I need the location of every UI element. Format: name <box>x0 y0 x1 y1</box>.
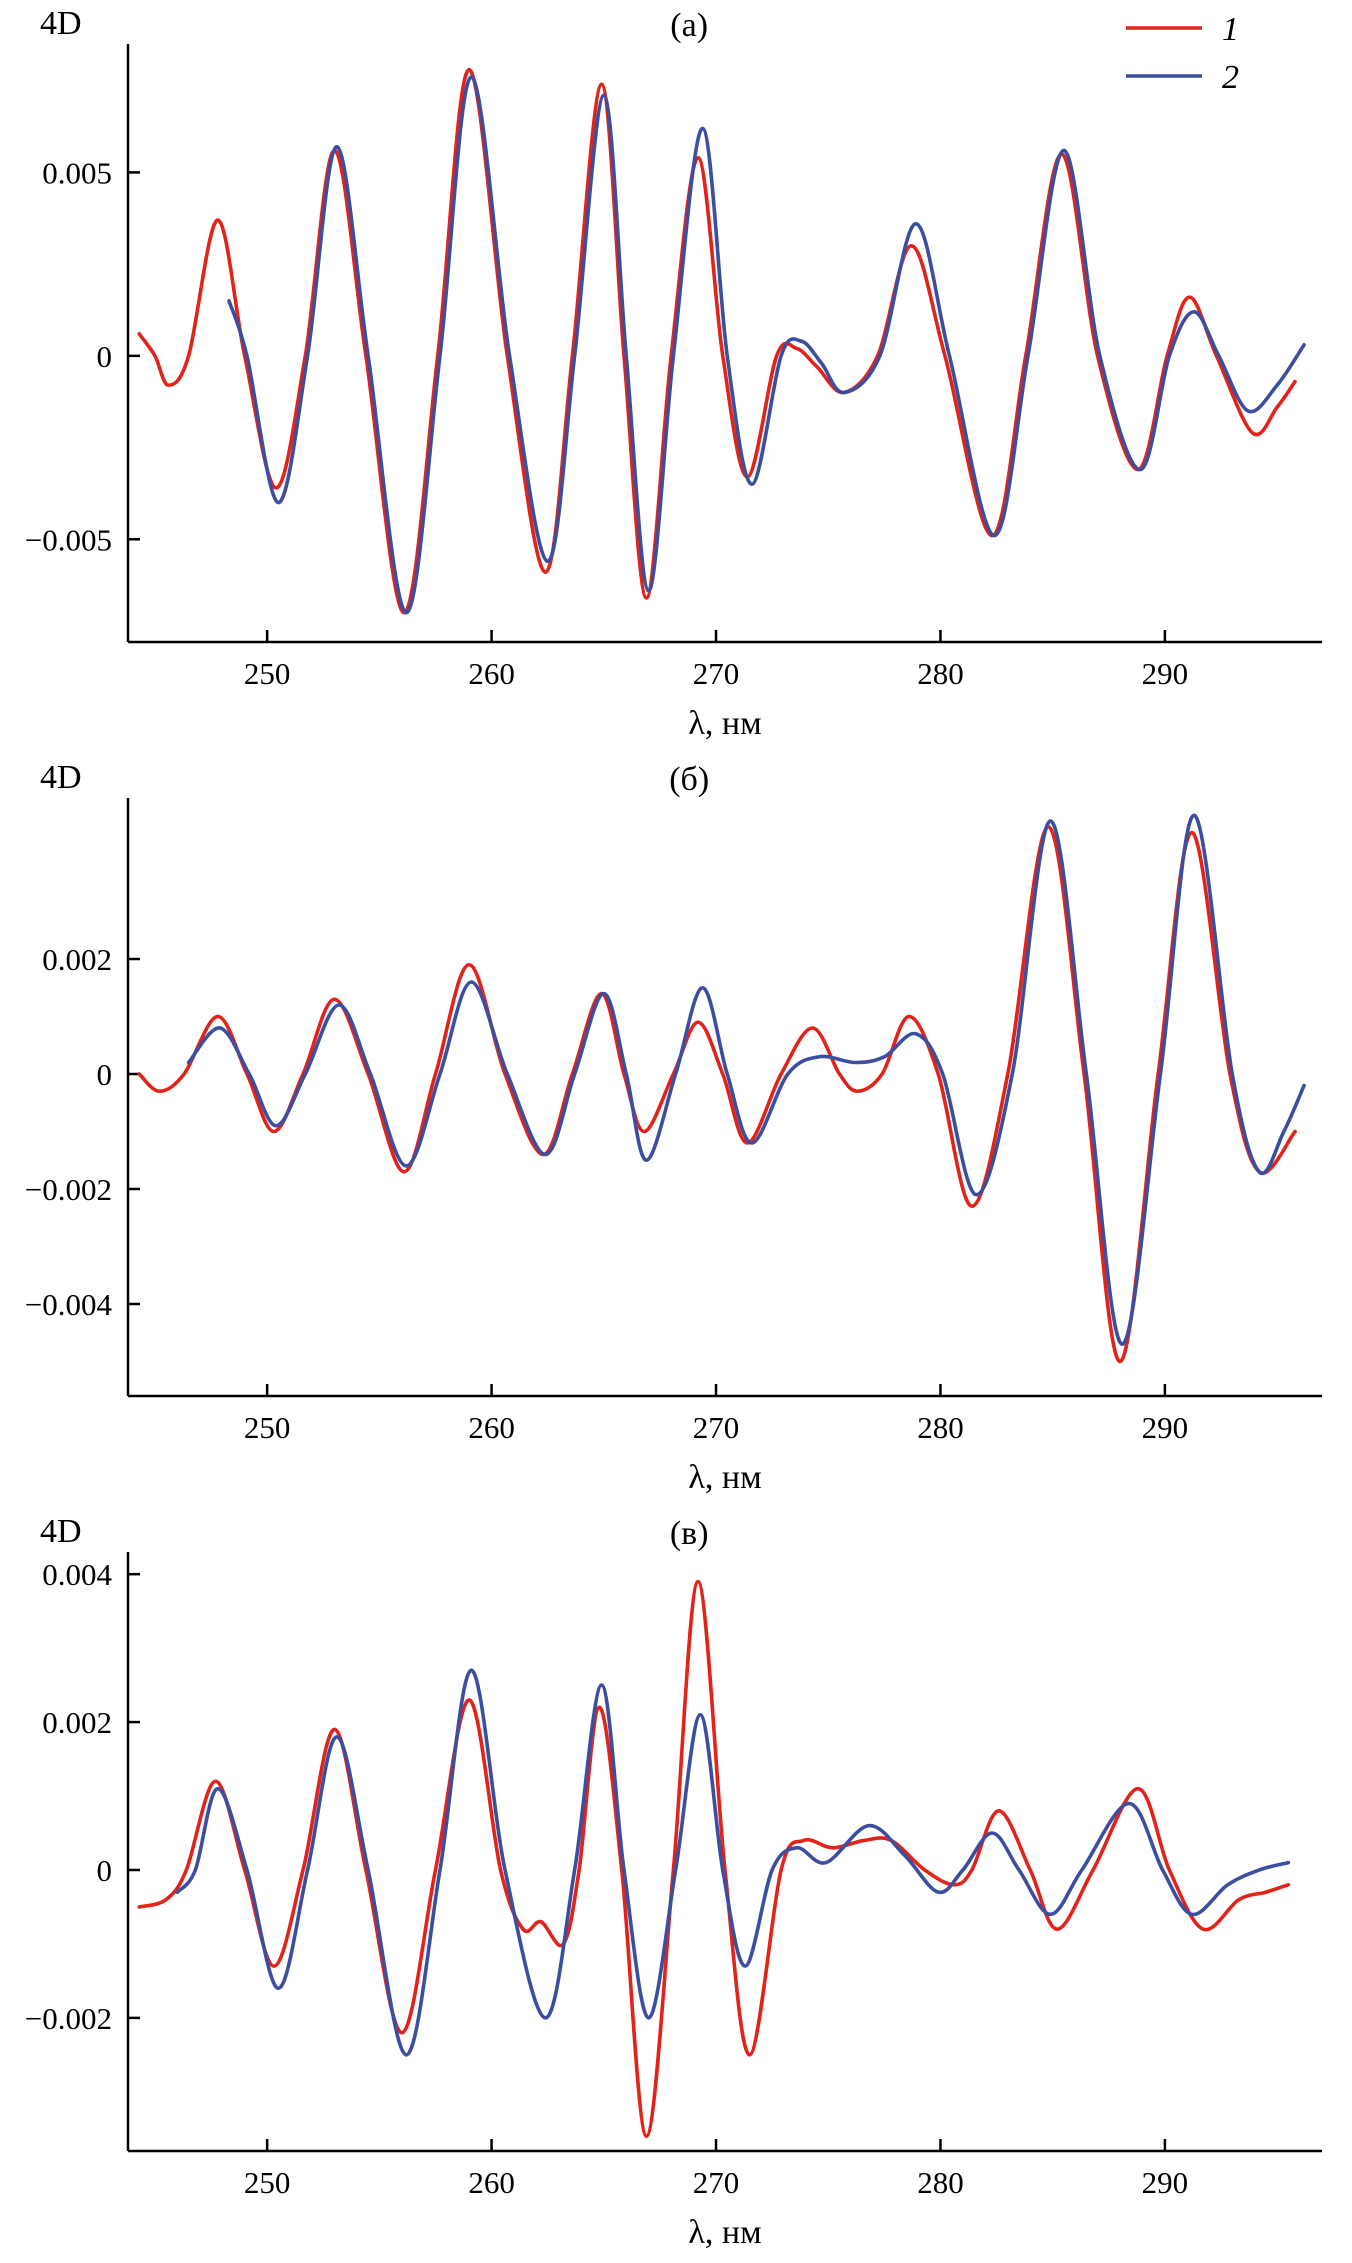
series-line-2-v <box>175 1668 1291 2057</box>
y-axis-title-a: 4D <box>40 5 82 42</box>
chart-canvas-v: 250 260 270 280 290 0.004 0.002 0 −0.002 4D λ, нм (… <box>25 1513 1322 2251</box>
x-tick-label-290: 290 <box>1142 2165 1189 2200</box>
y-tick-label-0.002: 0.002 <box>42 942 112 977</box>
x-tick-label-270: 270 <box>693 1410 740 1445</box>
x-tick-label-280: 280 <box>917 2165 964 2200</box>
y-axis-title-v: 4D <box>40 1513 82 1550</box>
series-line-2-a <box>227 75 1306 615</box>
x-tick-label-290: 290 <box>1142 656 1189 691</box>
x-tick-label-250: 250 <box>244 656 291 691</box>
y-axis-title-b: 4D <box>40 759 82 796</box>
x-axis-title-v: λ, нм <box>688 2214 761 2251</box>
x-axis-title-b: λ, нм <box>688 1459 761 1496</box>
y-tick-label-−0.002: −0.002 <box>25 2001 112 2036</box>
y-tick-label-0: 0 <box>97 339 113 374</box>
y-tick-label-0.004: 0.004 <box>42 1557 112 1592</box>
chart-panel-a: 250 260 270 280 290 0.005 0 −0.005 4D λ, нм (а) 1 2 <box>0 0 1352 754</box>
x-tick-label-250: 250 <box>244 1410 291 1445</box>
y-tick-label-−0.002: −0.002 <box>25 1172 112 1207</box>
x-tick-label-290: 290 <box>1142 1410 1189 1445</box>
x-tick-label-260: 260 <box>468 1410 515 1445</box>
legend: 12 <box>1126 11 1239 96</box>
x-tick-label-270: 270 <box>693 656 740 691</box>
x-tick-label-270: 270 <box>693 2165 740 2200</box>
y-tick-label-0: 0 <box>97 1057 113 1092</box>
x-tick-label-260: 260 <box>468 2165 515 2200</box>
series-line-1-a <box>137 67 1297 615</box>
chart-panel-v: 250 260 270 280 290 0.004 0.002 0 −0.002 4D λ, нм (… <box>0 1508 1352 2263</box>
x-axis-title-a: λ, нм <box>688 705 761 742</box>
y-tick-label-0.005: 0.005 <box>42 155 112 190</box>
series-line-2-b <box>186 813 1306 1347</box>
x-tick-label-260: 260 <box>468 656 515 691</box>
y-tick-label-0.002: 0.002 <box>42 1705 112 1740</box>
x-tick-label-250: 250 <box>244 2165 291 2200</box>
legend-label-1: 1 <box>1222 11 1239 48</box>
x-tick-label-280: 280 <box>917 1410 964 1445</box>
chart-canvas-b: 250 260 270 280 290 0.002 0 −0.002 −0.004 4D λ, нм… <box>25 759 1322 1496</box>
y-tick-label-0: 0 <box>97 1853 113 1888</box>
panel-letter-a: (а) <box>670 7 708 44</box>
panel-letter-b: (б) <box>669 761 709 798</box>
y-tick-label-−0.004: −0.004 <box>25 1287 113 1322</box>
series-line-1-b <box>137 824 1297 1364</box>
y-tick-label-−0.005: −0.005 <box>25 522 112 557</box>
series-line-1-v <box>137 1579 1291 2139</box>
chart-panel-b: 250 260 270 280 290 0.002 0 −0.002 −0.004 4D λ, нм… <box>0 754 1352 1508</box>
panel-letter-v: (в) <box>670 1515 709 1552</box>
legend-label-2: 2 <box>1222 59 1239 96</box>
x-tick-label-280: 280 <box>917 656 964 691</box>
